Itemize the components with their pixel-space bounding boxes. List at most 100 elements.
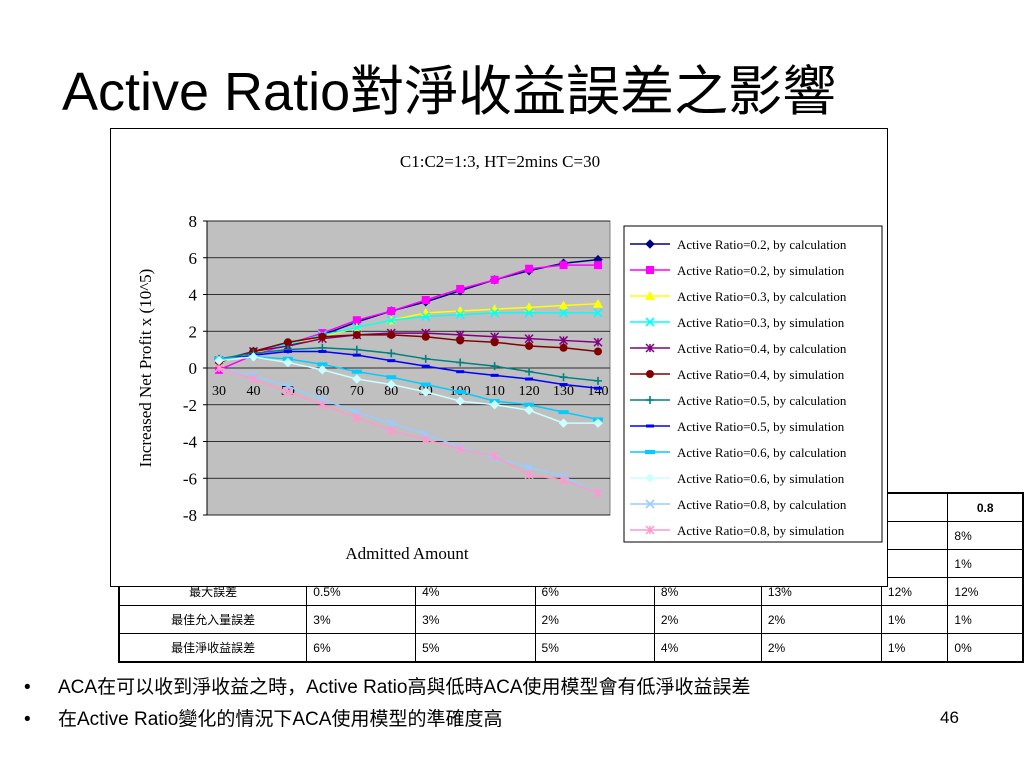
legend-label: Active Ratio=0.6, by calculation — [677, 445, 847, 460]
y-tick-label: 6 — [189, 249, 198, 268]
data-point — [387, 349, 396, 358]
data-point — [558, 418, 569, 428]
table-cell: 0.8 — [947, 492, 1024, 522]
data-point — [525, 264, 534, 273]
table-cell: 2% — [760, 633, 882, 663]
table-cell: 0% — [947, 633, 1024, 663]
chart-container: 86420-2-4-6-8304050607080901001101201301… — [110, 128, 888, 587]
y-tick-label: 4 — [189, 286, 198, 305]
net-profit-line-chart: 86420-2-4-6-8304050607080901001101201301… — [136, 152, 883, 563]
table-cell: 2% — [653, 605, 762, 634]
table-cell: 4% — [653, 633, 762, 663]
table-cell: 2% — [760, 605, 882, 634]
legend-label: Active Ratio=0.4, by calculation — [677, 341, 847, 356]
series-group — [215, 343, 602, 385]
data-point — [559, 383, 568, 387]
data-point — [594, 261, 602, 270]
data-point — [524, 405, 534, 415]
data-point — [387, 330, 396, 339]
data-point — [352, 323, 362, 333]
y-tick-label: 8 — [189, 212, 198, 231]
data-point — [645, 499, 655, 509]
table-cell: 5% — [534, 633, 655, 663]
series-line — [218, 347, 599, 382]
data-point — [352, 413, 362, 423]
data-point — [646, 266, 654, 274]
legend-item: Active Ratio=0.4, by calculation — [630, 341, 847, 356]
data-point — [283, 387, 293, 397]
data-point — [594, 376, 602, 385]
data-point — [645, 291, 655, 300]
series-line — [218, 334, 599, 364]
data-point — [317, 365, 328, 375]
table-cell — [880, 492, 949, 522]
data-point — [318, 349, 327, 353]
data-point — [386, 375, 397, 380]
table-cell: 3% — [415, 605, 536, 634]
bullet-dot-icon: • — [24, 677, 31, 698]
data-point — [318, 332, 327, 341]
data-point — [593, 337, 603, 347]
data-point — [559, 335, 569, 345]
table-cell: 3% — [306, 605, 417, 634]
data-point — [421, 435, 431, 445]
data-point — [559, 475, 569, 485]
legend-item: Active Ratio=0.8, by simulation — [630, 523, 845, 538]
table-cell: 5% — [415, 633, 536, 663]
data-point — [558, 308, 569, 318]
legend-label: Active Ratio=0.5, by simulation — [677, 419, 845, 434]
y-tick-label: -4 — [183, 433, 198, 452]
data-point — [456, 336, 465, 345]
table-row-header: 最佳允入量誤差 — [118, 605, 308, 634]
data-point — [594, 386, 602, 390]
table-cell — [880, 549, 949, 578]
series-line — [218, 350, 599, 389]
data-point — [214, 363, 224, 373]
table-row-header: 最佳淨收益誤差 — [118, 633, 308, 663]
data-point — [593, 308, 603, 318]
bullet-list: • ACA在可以收到淨收益之時，Active Ratio高與低時ACA使用模型會… — [22, 672, 1002, 736]
data-point — [386, 315, 396, 325]
data-point — [352, 316, 361, 325]
data-point — [352, 374, 362, 384]
data-point — [524, 462, 534, 472]
data-point — [593, 488, 603, 498]
legend-item: Active Ratio=0.4, by simulation — [630, 367, 845, 382]
data-point — [524, 302, 535, 312]
x-tick-label: 80 — [384, 384, 398, 399]
data-point — [646, 424, 654, 428]
bullet-item: • 在Active Ratio變化的情況下ACA使用模型的準確度高 — [22, 704, 1002, 736]
x-tick-label: 40 — [246, 384, 260, 399]
data-point — [558, 410, 569, 415]
legend-item: Active Ratio=0.3, by simulation — [630, 315, 845, 330]
data-point — [594, 347, 602, 356]
table-row: 最佳淨收益誤差 6% 5% 5% 4% 2% 1% 0% — [118, 633, 1024, 663]
data-point — [645, 317, 655, 327]
series-group — [214, 352, 603, 428]
data-point — [525, 367, 534, 376]
table-cell: 1% — [880, 605, 949, 634]
series-line — [218, 367, 599, 494]
data-point — [352, 330, 361, 339]
legend-label: Active Ratio=0.6, by simulation — [677, 471, 845, 486]
data-point — [456, 284, 465, 293]
series-line — [218, 312, 598, 362]
y-tick-label: 2 — [189, 322, 198, 341]
data-point — [593, 298, 603, 308]
data-point — [387, 307, 396, 316]
table-cell: 2% — [534, 605, 655, 634]
series-line — [218, 356, 599, 421]
data-point — [248, 352, 259, 362]
table-cell: 8% — [947, 521, 1024, 550]
data-point — [386, 425, 396, 436]
data-point — [421, 311, 431, 322]
data-point — [525, 377, 534, 381]
x-tick-label: 30 — [212, 384, 226, 399]
legend-label: Active Ratio=0.2, by calculation — [677, 237, 847, 252]
data-point — [455, 396, 465, 406]
data-point — [645, 525, 655, 535]
data-point — [455, 444, 465, 454]
legend-label: Active Ratio=0.8, by simulation — [677, 523, 845, 538]
data-point — [387, 359, 396, 363]
data-point — [646, 370, 654, 378]
